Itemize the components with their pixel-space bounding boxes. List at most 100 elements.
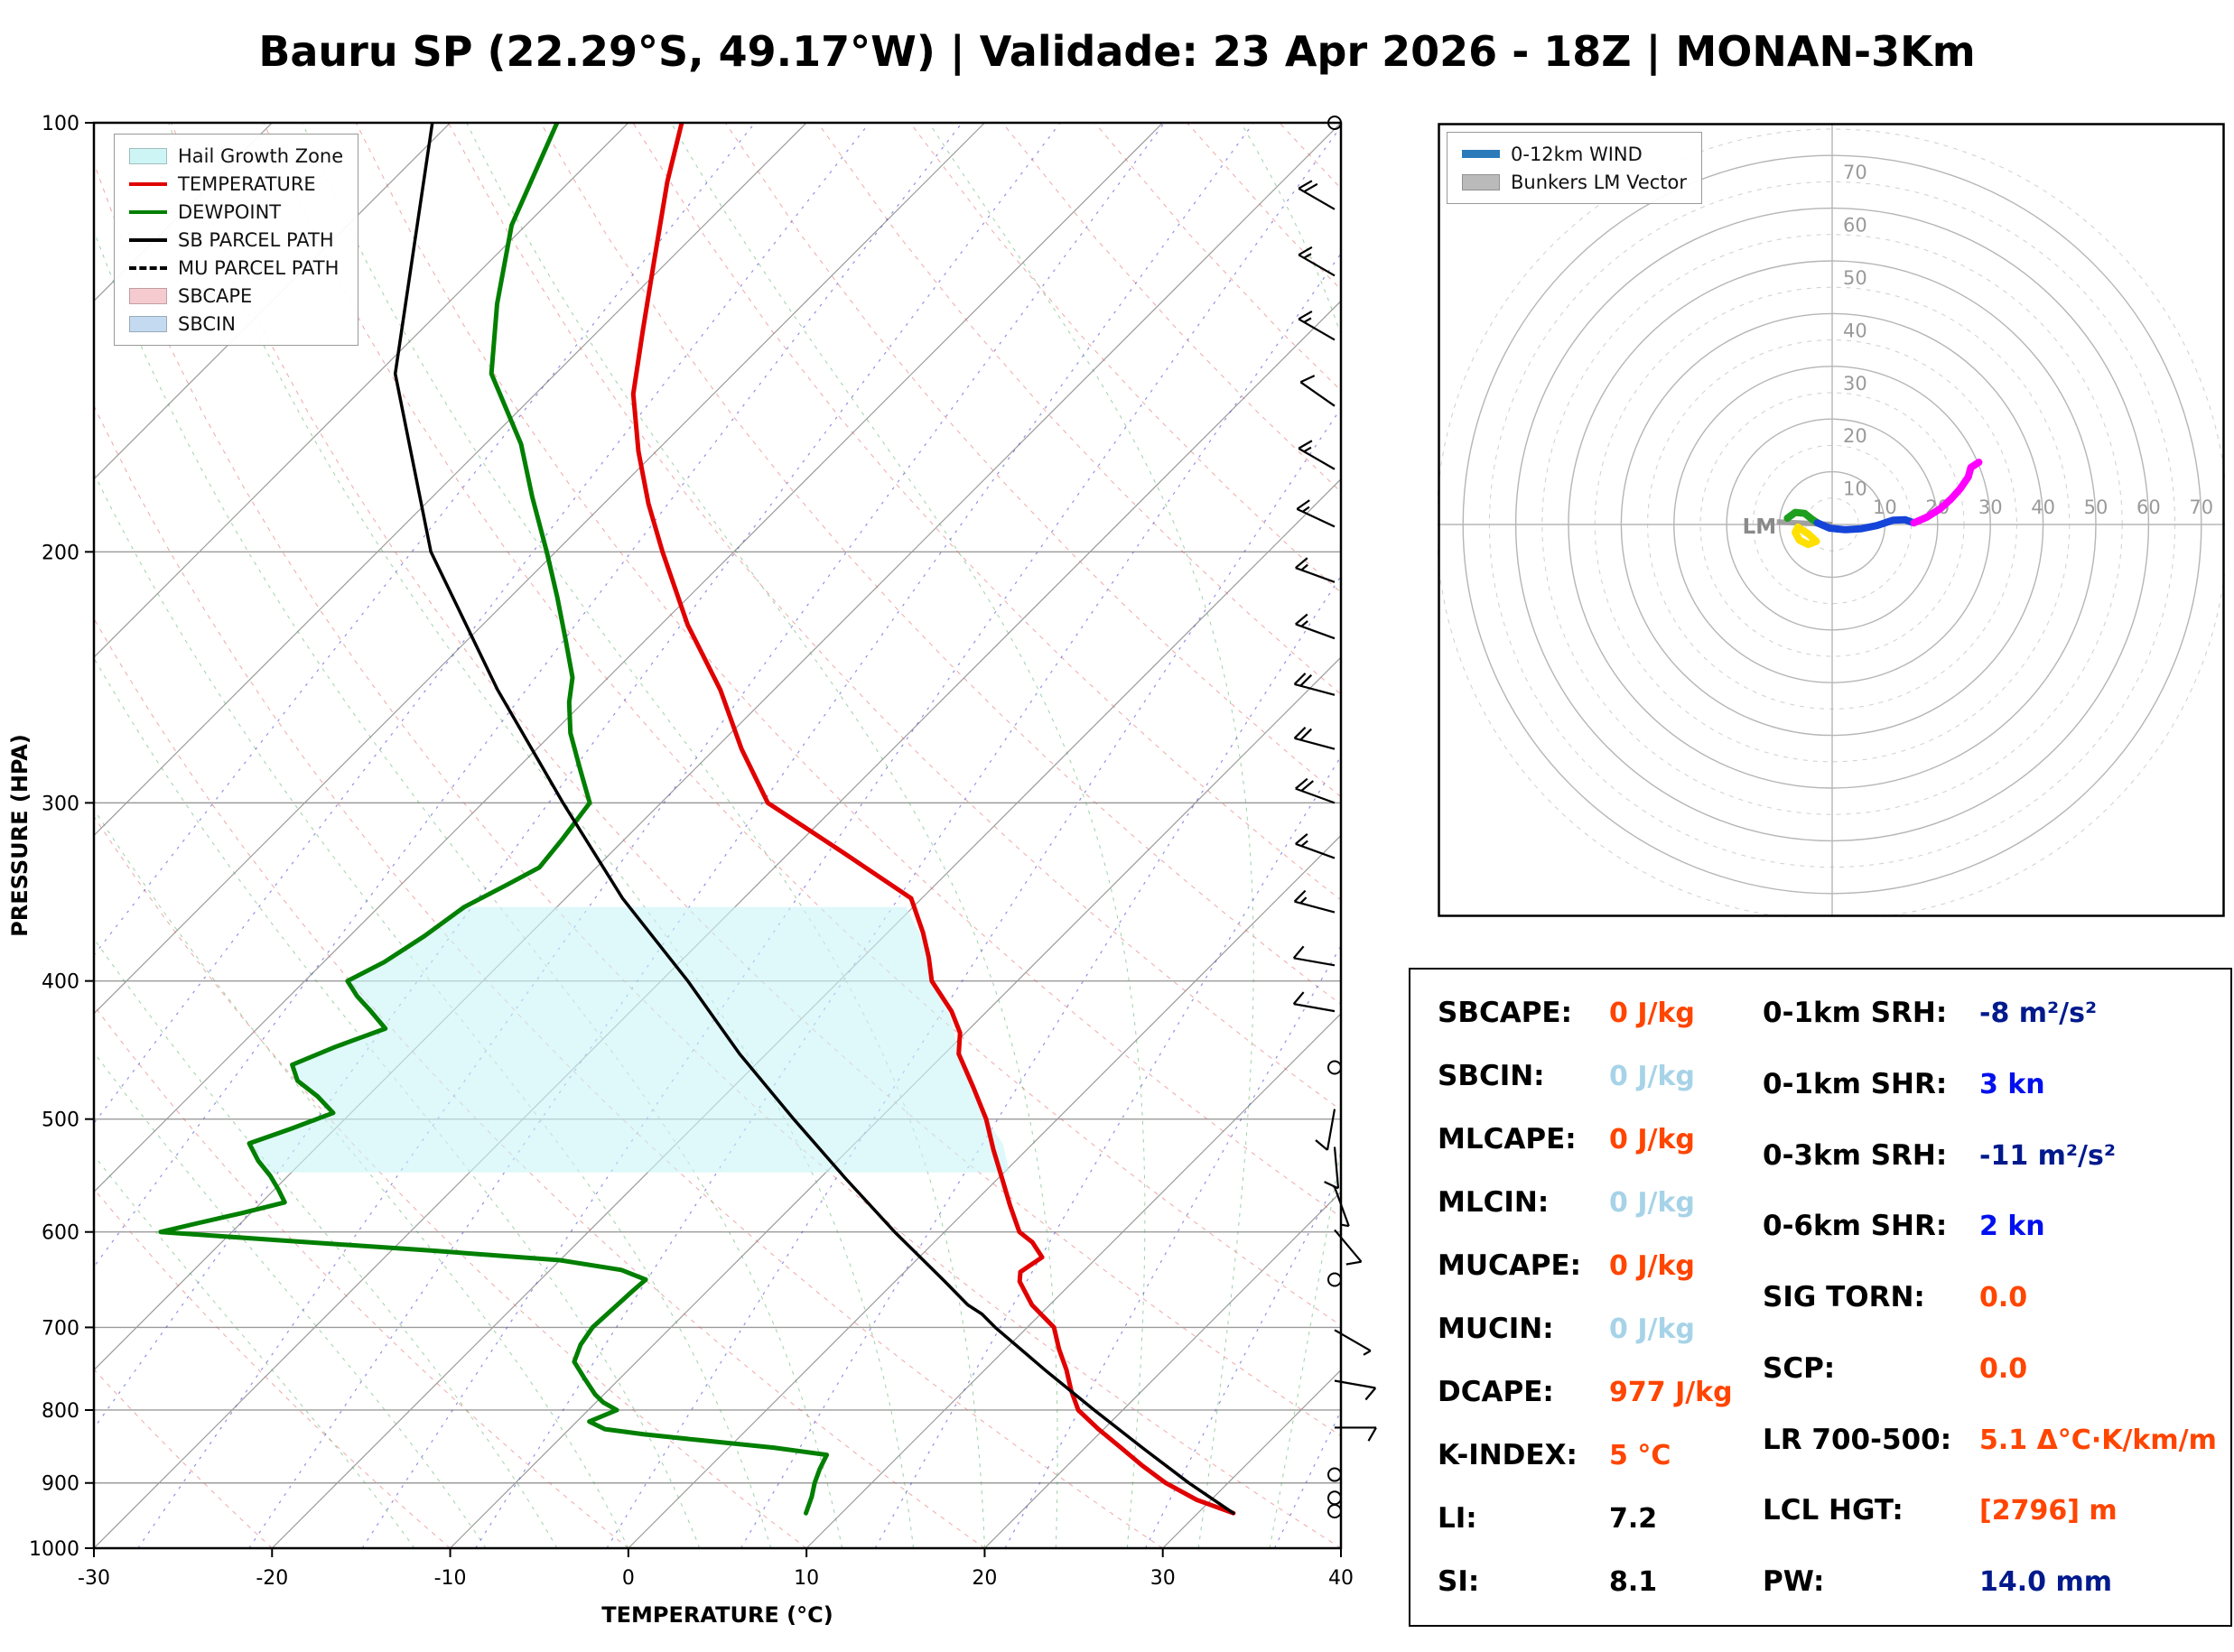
legend-label: DEWPOINT	[178, 200, 282, 223]
x-tick-label: 20	[972, 1567, 997, 1590]
stat-label: 0-1km SHR:	[1763, 1067, 1948, 1100]
legend-label: SB PARCEL PATH	[178, 228, 334, 251]
legend-label: SBCIN	[178, 312, 236, 335]
stat-value: 0 J/kg	[1609, 1061, 1695, 1092]
wind-barb-icon	[1293, 1003, 1336, 1013]
y-tick-label: 600	[42, 1222, 79, 1245]
stat-value: 2 kn	[1979, 1211, 2045, 1243]
hodo-segment-3-6km	[1813, 515, 1918, 534]
stat-label: MUCAPE:	[1438, 1249, 1582, 1282]
stat-row-mlcin: MLCIN: 0 J/kg	[1438, 1186, 1763, 1219]
stat-label: MLCIN:	[1438, 1186, 1550, 1219]
stat-label: LCL HGT:	[1763, 1494, 1904, 1527]
stat-label: PW:	[1763, 1565, 1825, 1598]
stat-label: SBCAPE:	[1438, 997, 1572, 1029]
x-tick-label: 40	[1328, 1567, 1354, 1590]
stats-column-left: SBCAPE: 0 J/kg SBCIN: 0 J/kg MLCAPE: 0 J/kg ML…	[1438, 997, 1763, 1598]
stat-value: 977 J/kg	[1609, 1377, 1733, 1408]
y-tick-label: 500	[42, 1109, 79, 1132]
stat-label: LR 700-500:	[1763, 1423, 1952, 1456]
wind-barb-icon	[1326, 1109, 1336, 1151]
ring-label: 70	[2189, 497, 2213, 518]
stat-value: -11 m²/s²	[1979, 1139, 2116, 1172]
legend-label: SBCAPE	[178, 284, 253, 307]
stat-row-shr-0-1: 0-1km SHR: 3 kn	[1763, 1068, 2218, 1100]
stat-label: SI:	[1438, 1565, 1480, 1598]
stat-row-li: LI: 7.2	[1438, 1502, 1763, 1535]
ring-label: 50	[1843, 267, 1867, 289]
stat-label: LI:	[1438, 1502, 1477, 1535]
y-tick-label: 400	[42, 971, 79, 994]
stat-value: 5 °C	[1609, 1440, 1671, 1471]
hodograph-frame	[1438, 123, 2225, 917]
x-tick-label: -20	[256, 1567, 288, 1590]
sounding-curves	[158, 123, 1236, 1516]
page-title: Bauru SP (22.29°S, 49.17°W) | Validade: …	[258, 27, 1976, 76]
wind-barb-icon	[1334, 1329, 1372, 1352]
y-tick-label: 300	[42, 793, 79, 815]
stat-row-k-index: K-INDEX: 5 °C	[1438, 1439, 1763, 1471]
x-tick-label: 10	[794, 1567, 819, 1590]
legend-item-temperature: TEMPERATURE	[129, 170, 343, 198]
legend-label: Bunkers LM Vector	[1511, 171, 1688, 193]
ring-label: 70	[1843, 162, 1867, 183]
stats-panel: SBCAPE: 0 J/kg SBCIN: 0 J/kg MLCAPE: 0 J/kg ML…	[1409, 968, 2232, 1627]
legend-swatch-sb-parcel-icon	[129, 237, 167, 242]
legend-swatch-wind-icon	[1462, 150, 1500, 158]
stat-row-scp: SCP: 0.0	[1763, 1352, 2218, 1385]
stat-row-lcl-hgt: LCL HGT: [2796] m	[1763, 1494, 2218, 1527]
stat-row-dcape: DCAPE: 977 J/kg	[1438, 1376, 1763, 1408]
skewt-frame	[92, 121, 1343, 1550]
lm-label: LM	[1743, 515, 1777, 539]
stat-label: DCAPE:	[1438, 1376, 1554, 1408]
wind-barb-icon	[1333, 1186, 1350, 1227]
stat-label: MUCIN:	[1438, 1313, 1554, 1345]
stat-value: 7.2	[1609, 1503, 1658, 1535]
legend-item-wind: 0-12km WIND	[1462, 140, 1687, 168]
stat-value: 14.0 mm	[1979, 1566, 2112, 1598]
calm-wind-icon	[1327, 1504, 1342, 1519]
stat-label: SCP:	[1763, 1351, 1836, 1385]
stat-value: [2796] m	[1979, 1495, 2118, 1527]
skewt-legend: Hail Growth Zone TEMPERATURE DEWPOINT SB PA…	[114, 134, 359, 346]
y-tick-label: 900	[42, 1473, 79, 1496]
stat-label: 0-6km SHR:	[1763, 1210, 1948, 1243]
legend-item-sb-parcel: SB PARCEL PATH	[129, 226, 343, 254]
stat-row-mucape: MUCAPE: 0 J/kg	[1438, 1249, 1763, 1282]
legend-swatch-bunkers-icon	[1462, 173, 1500, 190]
ring-label: 10	[1873, 497, 1897, 518]
stat-label: K-INDEX:	[1438, 1439, 1578, 1471]
y-axis-label: PRESSURE (HPA)	[7, 734, 33, 937]
legend-swatch-sbcin-icon	[129, 315, 167, 332]
hail-growth-zone	[249, 906, 1010, 1173]
x-tick-label: -10	[434, 1567, 467, 1590]
legend-label: 0-12km WIND	[1511, 143, 1643, 165]
stat-value: 3 kn	[1979, 1068, 2045, 1100]
legend-swatch-sbcape-icon	[129, 287, 167, 304]
stat-value: 0 J/kg	[1609, 1313, 1695, 1345]
ring-label: 50	[2084, 497, 2108, 518]
stat-label: SIG TORN:	[1763, 1281, 1925, 1313]
ring-label: 10	[1843, 478, 1867, 500]
stat-value: 0.0	[1979, 1352, 2028, 1385]
stat-row-shr-0-6: 0-6km SHR: 2 kn	[1763, 1210, 2218, 1242]
stat-row-si: SI: 8.1	[1438, 1565, 1763, 1598]
ring-label: 60	[1843, 215, 1867, 237]
wind-barbs	[1292, 116, 1377, 1519]
legend-swatch-mu-parcel-icon	[129, 265, 167, 270]
x-tick-label: 30	[1150, 1567, 1176, 1590]
ring-label: 40	[1843, 320, 1867, 341]
stats-column-right: 0-1km SRH: -8 m²/s² 0-1km SHR: 3 kn 0-3km SR…	[1763, 997, 2218, 1598]
series-mu-parcel-path	[394, 123, 1235, 1515]
stat-value: -8 m²/s²	[1979, 998, 2098, 1029]
series-sb-parcel-path	[393, 123, 1235, 1515]
stat-value: 0 J/kg	[1609, 1250, 1695, 1282]
calm-wind-icon	[1327, 116, 1342, 130]
stat-row-sbcin: SBCIN: 0 J/kg	[1438, 1060, 1763, 1092]
stat-value: 0 J/kg	[1609, 1187, 1695, 1219]
ring-label: 30	[1843, 373, 1867, 394]
wind-barb-icon	[1299, 381, 1336, 407]
calm-wind-icon	[1327, 1272, 1342, 1287]
